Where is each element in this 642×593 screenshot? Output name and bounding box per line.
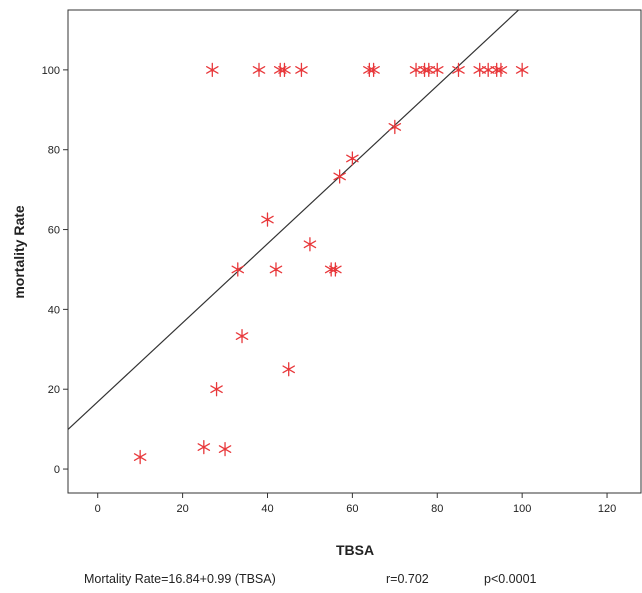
y-tick-label: 60 — [48, 225, 60, 237]
x-tick-label: 80 — [431, 503, 443, 515]
plot-area — [67, 9, 642, 494]
data-point — [295, 62, 308, 78]
data-point — [231, 262, 245, 277]
correlation-coefficient: r=0.702 — [386, 572, 429, 586]
data-point — [261, 212, 274, 227]
data-point — [324, 262, 338, 277]
y-tick-label: 100 — [42, 65, 60, 77]
data-point — [473, 62, 486, 78]
data-point — [197, 439, 211, 455]
x-tick-label: 0 — [95, 503, 101, 515]
data-point — [218, 441, 232, 457]
data-point — [422, 62, 436, 78]
p-value: p<0.0001 — [484, 572, 537, 586]
data-point — [235, 328, 249, 344]
data-point — [269, 262, 283, 277]
x-tick-label: 100 — [513, 503, 531, 515]
data-point — [409, 62, 423, 78]
x-tick-label: 120 — [598, 503, 616, 515]
data-point — [515, 62, 529, 78]
data-point — [490, 62, 503, 78]
data-point — [346, 151, 359, 166]
y-axis-title: mortality Rate — [11, 205, 27, 299]
regression-equation: Mortality Rate=16.84+0.99 (TBSA) — [84, 572, 276, 586]
data-point — [367, 62, 380, 78]
data-point — [452, 62, 465, 78]
regression-line — [68, 10, 520, 430]
x-axis-title: TBSA — [336, 542, 374, 558]
data-point — [282, 362, 295, 377]
data-point — [252, 62, 266, 78]
data-point — [329, 262, 342, 277]
data-point — [273, 62, 287, 78]
data-point — [430, 62, 444, 78]
data-point — [333, 169, 346, 184]
data-point — [418, 62, 431, 78]
data-point — [278, 62, 291, 78]
data-point — [388, 119, 402, 135]
y-tick-label: 40 — [48, 304, 60, 316]
y-tick-label: 20 — [48, 384, 60, 396]
data-point — [481, 62, 495, 78]
data-point — [206, 62, 219, 78]
y-tick-label: 80 — [48, 145, 60, 157]
x-tick-label: 60 — [346, 503, 358, 515]
data-point — [494, 62, 508, 78]
x-tick-label: 40 — [261, 503, 273, 515]
data-point — [210, 382, 223, 397]
data-point — [133, 449, 147, 465]
x-tick-label: 20 — [176, 503, 188, 515]
data-point — [363, 62, 376, 78]
data-point — [303, 237, 317, 252]
y-tick-label: 0 — [54, 464, 60, 476]
